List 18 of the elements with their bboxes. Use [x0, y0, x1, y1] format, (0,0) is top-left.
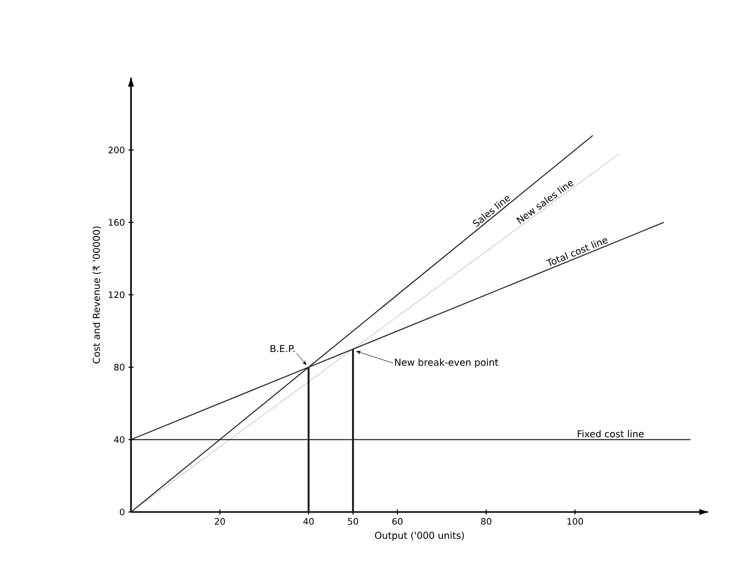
y-tick-label: 0 — [120, 508, 124, 516]
x-axis-title: Output ('000 units) — [375, 532, 464, 541]
x-tick-label: 50 — [348, 518, 358, 525]
annotation: Total cost line — [546, 238, 608, 266]
y-tick-label: 120 — [108, 291, 124, 298]
annotation: New break-even point — [395, 358, 498, 368]
x-tick-label: 80 — [481, 518, 492, 525]
x-tick-label: 20 — [214, 518, 225, 525]
y-tick-label: 80 — [114, 364, 124, 371]
annotation: B.E.P. — [270, 345, 294, 352]
y-tick-label: 160 — [108, 219, 124, 226]
x-tick-label: 60 — [392, 518, 403, 525]
x-tick-label: 40 — [303, 518, 314, 525]
x-tick-label: 100 — [567, 518, 583, 525]
y-tick-label: 200 — [108, 146, 124, 154]
annotation: Fixed cost line — [578, 430, 644, 438]
y-axis-title: Cost and Revenue (₹ '00000) — [92, 226, 102, 364]
y-tick-label: 40 — [114, 436, 124, 443]
